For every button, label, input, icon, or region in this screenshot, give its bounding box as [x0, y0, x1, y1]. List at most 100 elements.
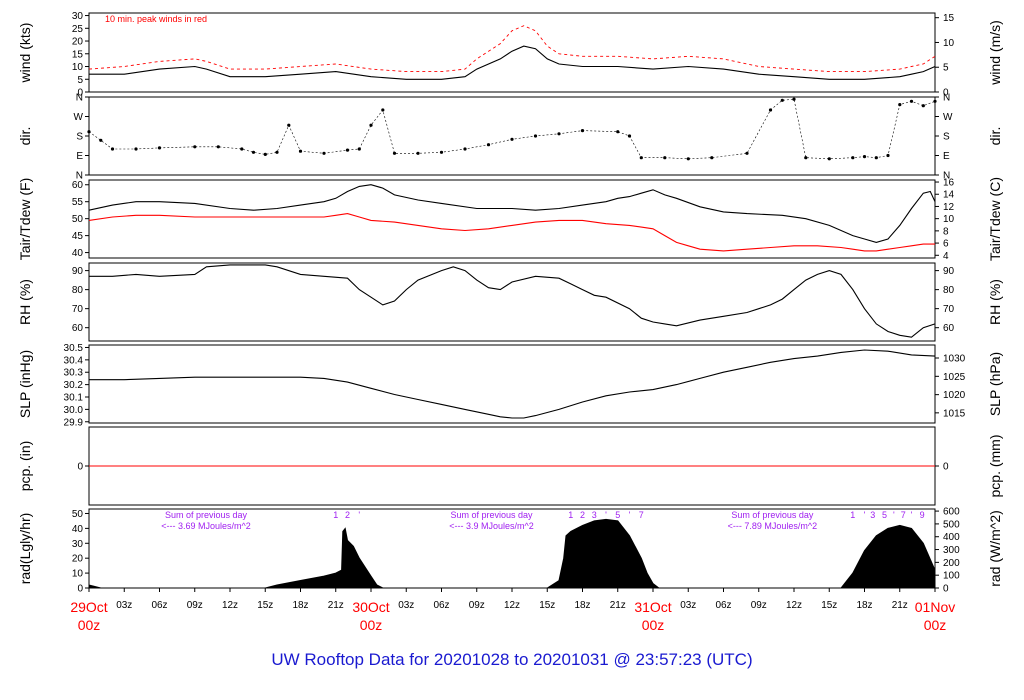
right-tick-label-temp: 12	[943, 202, 955, 213]
x-date-label: 29Oct	[70, 599, 107, 615]
x-date-sublabel: 00z	[642, 617, 665, 633]
left-tick-label-slp: 30.2	[64, 380, 84, 391]
y-axis-label-right-temp: Tair/Tdew (C)	[987, 177, 1003, 261]
y-axis-label-right-rh: RH (%)	[987, 279, 1003, 325]
left-tick-label-rh: 60	[72, 323, 84, 334]
x-tick-label: 09z	[187, 600, 203, 611]
series-point-dir	[216, 145, 220, 149]
right-tick-label-slp: 1025	[943, 372, 966, 383]
left-tick-label-wind: 5	[77, 75, 83, 86]
right-tick-label-slp: 1015	[943, 408, 966, 419]
left-tick-label-rh: 80	[72, 285, 84, 296]
right-tick-label-wind: 5	[943, 63, 949, 74]
rad-annotation-line2: <--- 7.89 MJoules/m^2	[728, 521, 818, 531]
right-tick-label-temp: 6	[943, 239, 949, 250]
left-tick-label-rad: 50	[72, 509, 84, 520]
series-point-dir	[921, 104, 925, 108]
x-tick-label: 18z	[574, 600, 590, 611]
left-tick-label-slp: 29.9	[64, 417, 84, 428]
x-tick-label: 06z	[151, 600, 167, 611]
left-tick-label-rh: 70	[72, 304, 84, 315]
rad-hour-mark: 7	[639, 510, 644, 520]
x-date-label: 30Oct	[352, 599, 389, 615]
rad-annotation-line1: Sum of previous day	[165, 510, 248, 520]
right-tick-label-dir: N	[943, 171, 950, 182]
series-point-dir	[263, 152, 267, 156]
panel-frame-slp	[88, 344, 936, 424]
x-tick-label: 18z	[856, 600, 872, 611]
rad-hour-mark: 2	[580, 510, 585, 520]
series-point-dir	[710, 156, 714, 160]
right-tick-label-temp: 4	[943, 251, 949, 262]
series-point-dir	[193, 145, 197, 149]
x-date-label: 01Nov	[915, 599, 955, 615]
series-line-rh	[89, 264, 936, 338]
x-tick-label: 15z	[821, 600, 837, 611]
rad-hour-mark: '	[893, 510, 895, 520]
left-tick-label-dir: W	[74, 112, 84, 123]
x-tick-label: 12z	[222, 600, 238, 611]
series-line-temp	[88, 213, 935, 252]
x-tick-label: 12z	[786, 600, 802, 611]
series-line-slp	[89, 349, 936, 419]
rad-annotation-line2: <--- 3.69 MJoules/m^2	[161, 521, 251, 531]
series-point-dir	[933, 99, 937, 103]
rad-hour-mark: '	[605, 510, 607, 520]
left-tick-label-slp: 30.4	[64, 355, 84, 366]
right-tick-label-rh: 80	[943, 285, 955, 296]
left-tick-label-temp: 45	[72, 231, 84, 242]
right-tick-label-rad: 300	[943, 545, 960, 556]
series-area-rad	[88, 518, 936, 589]
x-tick-label: 09z	[751, 600, 767, 611]
series-point-dir	[827, 157, 831, 161]
right-tick-label-slp: 1020	[943, 390, 966, 401]
rad-hour-mark: '	[911, 510, 913, 520]
y-axis-label-left-wind: wind (kts)	[17, 23, 33, 84]
left-tick-label-dir: S	[76, 132, 83, 143]
rad-annotation-line2: <--- 3.9 MJoules/m^2	[449, 521, 534, 531]
series-point-dir	[792, 97, 796, 101]
series-point-dir	[275, 150, 279, 154]
left-tick-label-slp: 30.0	[64, 405, 84, 416]
left-tick-label-dir: N	[76, 93, 83, 104]
left-tick-label-wind: 15	[72, 49, 84, 60]
y-axis-label-right-rad: rad (W/m^2)	[987, 510, 1003, 587]
rad-hour-mark: 7	[901, 510, 906, 520]
series-line-wind	[89, 45, 936, 80]
series-point-dir	[616, 130, 620, 134]
x-tick-label: 12z	[504, 600, 520, 611]
left-tick-label-rad: 20	[72, 554, 84, 565]
left-tick-label-rad: 10	[72, 569, 84, 580]
left-tick-label-temp: 40	[72, 248, 84, 259]
x-date-sublabel: 00z	[360, 617, 383, 633]
panel-frame-wind	[88, 12, 936, 93]
right-tick-label-slp: 1030	[943, 354, 966, 365]
right-tick-label-dir: N	[943, 93, 950, 104]
right-tick-label-rh: 70	[943, 304, 955, 315]
x-tick-label: 21z	[328, 600, 344, 611]
left-tick-label-slp: 30.1	[64, 393, 84, 404]
left-tick-label-rad: 40	[72, 524, 84, 535]
x-tick-label: 03z	[680, 600, 696, 611]
series-point-dir	[745, 151, 749, 155]
rad-hour-mark: 1	[568, 510, 573, 520]
rad-hour-mark: 9	[920, 510, 925, 520]
right-tick-label-temp: 10	[943, 214, 955, 225]
left-tick-label-wind: 30	[72, 11, 84, 22]
y-axis-label-left-rh: RH (%)	[17, 279, 33, 325]
left-tick-label-temp: 60	[72, 180, 84, 191]
series-point-dir	[804, 156, 808, 160]
series-point-dir	[686, 157, 690, 161]
left-tick-label-wind: 10	[72, 62, 84, 73]
right-tick-label-rad: 500	[943, 519, 960, 530]
left-tick-label-wind: 25	[72, 24, 84, 35]
y-axis-label-right-slp: SLP (hPa)	[987, 352, 1003, 416]
series-point-dir	[369, 123, 373, 127]
left-tick-label-wind: 0	[77, 88, 83, 99]
chart-footer-title: UW Rooftop Data for 20201028 to 20201031…	[271, 650, 753, 669]
y-axis-label-right-dir: dir.	[987, 127, 1003, 146]
right-tick-label-rad: 100	[943, 571, 960, 582]
rad-hour-mark: 1	[850, 510, 855, 520]
x-tick-label: 03z	[398, 600, 414, 611]
x-tick-label: 18z	[292, 600, 308, 611]
